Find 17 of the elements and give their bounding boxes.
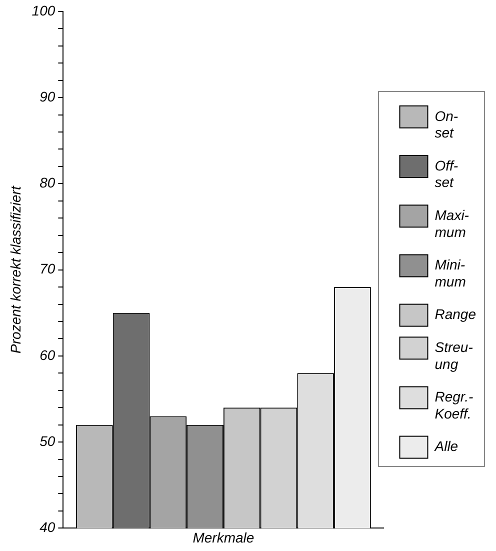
y-tick-label: 80 bbox=[40, 174, 56, 191]
legend-label: Range bbox=[434, 306, 476, 322]
legend-label: Streu- ung bbox=[434, 338, 474, 372]
legend-label: Mini- mum bbox=[434, 256, 466, 290]
x-axis-title: Merkmale bbox=[192, 529, 254, 546]
legend-label: Alle bbox=[434, 438, 458, 454]
y-tick-label: 40 bbox=[40, 519, 56, 536]
legend-label: Off- set bbox=[434, 157, 458, 190]
y-axis-title: Prozent korrekt klassifiziert bbox=[7, 185, 24, 354]
y-tick-label: 70 bbox=[40, 260, 56, 277]
y-tick-label: 90 bbox=[40, 88, 56, 104]
y-tick-label: 50 bbox=[40, 432, 56, 449]
legend-label: On- set bbox=[434, 108, 458, 141]
legend-label: Maxi- mum bbox=[434, 206, 470, 240]
y-tick-label: 60 bbox=[40, 346, 56, 363]
legend-label: Regr.- Koeff. bbox=[434, 388, 474, 422]
y-tick-label: 100 bbox=[32, 2, 56, 18]
